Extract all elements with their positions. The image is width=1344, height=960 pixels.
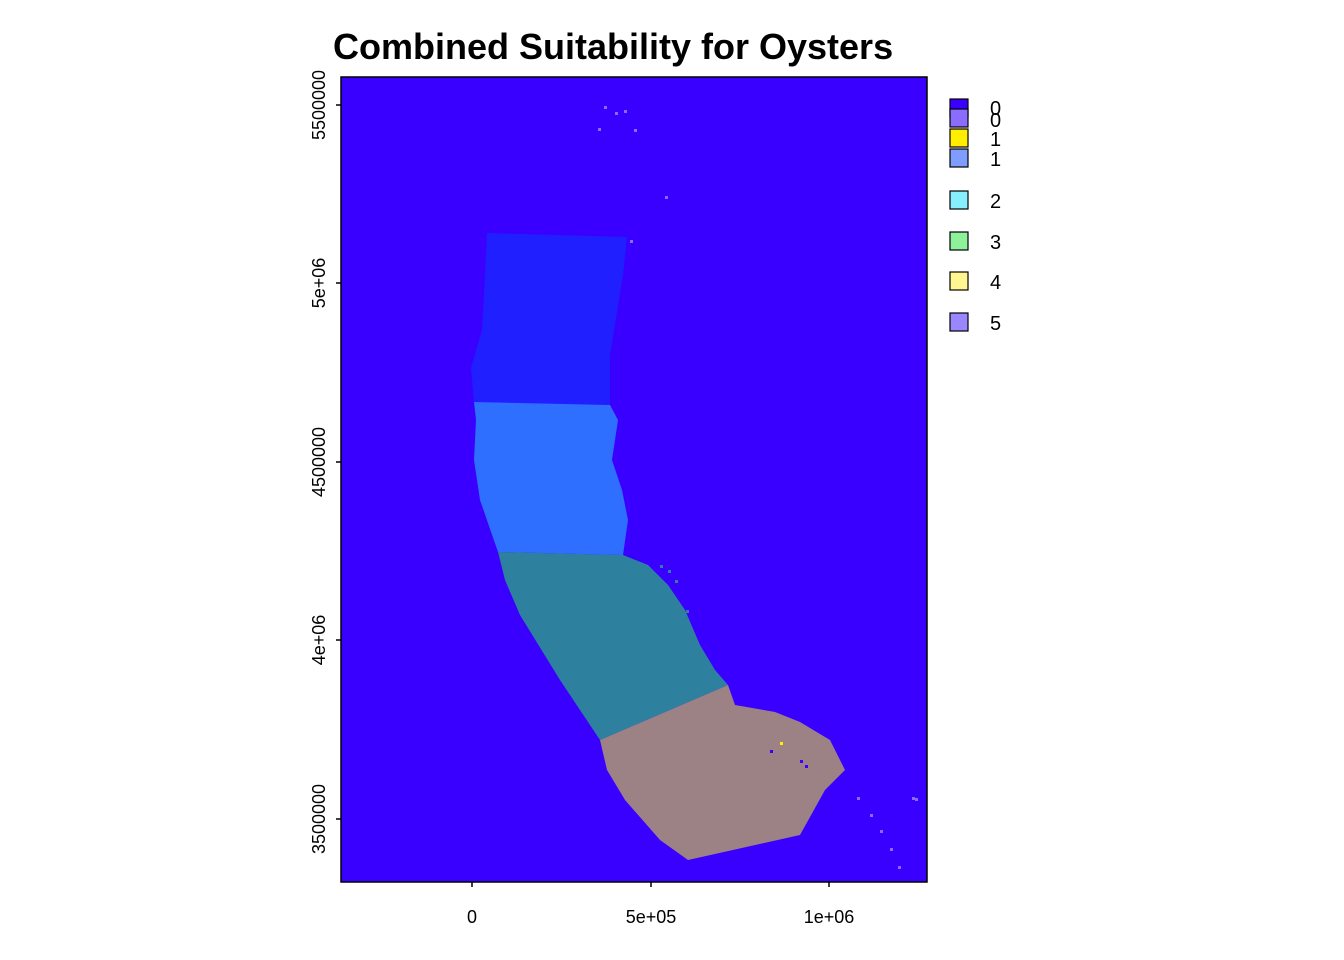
legend-swatch bbox=[949, 128, 969, 148]
x-tick-label: 1e+06 bbox=[804, 907, 855, 927]
island-speck bbox=[857, 797, 860, 800]
legend-label: 5 bbox=[990, 313, 1001, 335]
map-panel-border bbox=[340, 76, 928, 883]
island-speck bbox=[780, 742, 783, 745]
island-speck bbox=[912, 797, 915, 800]
legend-label: 4 bbox=[990, 272, 1001, 294]
y-tick-label: 4e+06 bbox=[309, 615, 329, 666]
legend-swatch bbox=[949, 148, 969, 168]
map-title: Combined Suitability for Oysters bbox=[333, 26, 894, 67]
legend-swatch bbox=[949, 271, 969, 291]
island-speck bbox=[915, 798, 918, 801]
y-tick-label: 3500000 bbox=[309, 784, 329, 854]
island-speck bbox=[598, 128, 601, 131]
island-speck bbox=[660, 565, 663, 568]
island-speck bbox=[880, 830, 883, 833]
island-speck bbox=[665, 196, 668, 199]
island-speck bbox=[898, 866, 901, 869]
island-speck bbox=[604, 106, 607, 109]
y-tick-label: 5e+06 bbox=[309, 258, 329, 309]
legend-swatch bbox=[949, 312, 969, 332]
island-speck bbox=[805, 765, 808, 768]
legend-swatch bbox=[949, 190, 969, 210]
y-tick-label: 4500000 bbox=[309, 427, 329, 497]
island-specks bbox=[598, 106, 918, 869]
island-speck bbox=[870, 814, 873, 817]
island-speck bbox=[686, 610, 689, 613]
island-speck bbox=[668, 570, 671, 573]
island-speck bbox=[890, 848, 893, 851]
southern-region bbox=[600, 685, 845, 860]
island-speck bbox=[800, 760, 803, 763]
legend-label: 1 bbox=[990, 149, 1001, 171]
island-speck bbox=[615, 112, 618, 115]
northern-region bbox=[471, 233, 627, 405]
x-tick-label: 0 bbox=[467, 907, 477, 927]
legend-swatch bbox=[949, 231, 969, 251]
legend-label: 3 bbox=[990, 232, 1001, 254]
central-north-region bbox=[474, 402, 628, 555]
legend: 0 0 1 1 2 3 4 5 bbox=[949, 98, 1001, 335]
legend-label: 0 bbox=[990, 110, 1001, 132]
y-axis: 3500000 4e+06 4500000 5e+06 5500000 bbox=[309, 70, 341, 854]
central-south-region bbox=[498, 552, 728, 740]
island-speck bbox=[675, 580, 678, 583]
island-speck bbox=[630, 240, 633, 243]
legend-label: 1 bbox=[990, 129, 1001, 151]
x-tick-label: 5e+05 bbox=[626, 907, 677, 927]
legend-label: 0 bbox=[990, 98, 1001, 120]
legend-label: 2 bbox=[990, 191, 1001, 213]
island-speck bbox=[634, 129, 637, 132]
x-axis: 0 5e+05 1e+06 bbox=[467, 882, 854, 927]
legend-swatch bbox=[949, 108, 969, 128]
island-speck bbox=[770, 750, 773, 753]
y-tick-label: 5500000 bbox=[309, 70, 329, 140]
island-speck bbox=[624, 110, 627, 113]
